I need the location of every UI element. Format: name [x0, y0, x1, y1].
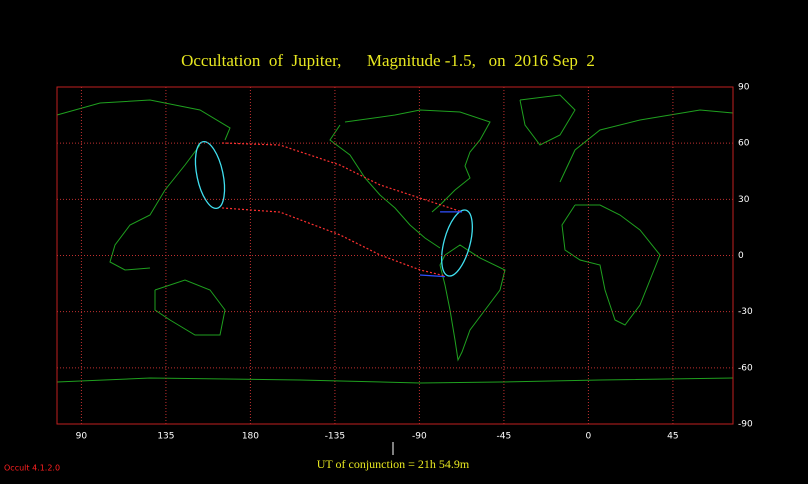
y-tick-label: 0 — [738, 251, 744, 261]
coastline — [109, 144, 201, 271]
occultation-path — [222, 142, 463, 213]
y-tick-label: 30 — [738, 195, 750, 205]
coastline — [329, 124, 441, 249]
coastline — [56, 99, 231, 141]
footer: UT of conjunction = 21h 54.9m — [317, 457, 470, 471]
coastline — [439, 244, 506, 362]
x-tick-label: 45 — [667, 432, 678, 442]
x-tick-label: -135 — [325, 432, 345, 442]
version: Occult 4.1.2.0 — [4, 464, 60, 473]
x-tick-label: 180 — [242, 432, 259, 442]
coastline — [519, 94, 576, 146]
visibility-limit — [194, 140, 226, 210]
coastline — [561, 204, 661, 326]
x-tick-label: 135 — [157, 432, 174, 442]
occultation-path — [222, 207, 446, 277]
x-tick-label: -90 — [412, 432, 427, 442]
coastline — [344, 109, 491, 213]
coastline — [559, 109, 734, 183]
coastlines — [56, 94, 734, 384]
coastline — [154, 279, 226, 336]
x-tick-label: -45 — [497, 432, 512, 442]
chart-title: Occultation of Jupiter, Magnitude -1.5, … — [181, 51, 595, 70]
x-tick-label: 90 — [76, 432, 88, 442]
occultation-path — [419, 274, 445, 278]
y-tick-label: -60 — [738, 363, 753, 373]
plot-border — [56, 86, 734, 425]
y-tick-label: -90 — [738, 420, 753, 430]
y-tick-label: 60 — [738, 139, 750, 149]
y-tick-label: -30 — [738, 307, 753, 317]
x-tick-label: 0 — [586, 432, 592, 442]
coastline — [56, 377, 734, 384]
y-tick-label: 90 — [738, 83, 750, 93]
visibility-limit — [441, 209, 473, 277]
